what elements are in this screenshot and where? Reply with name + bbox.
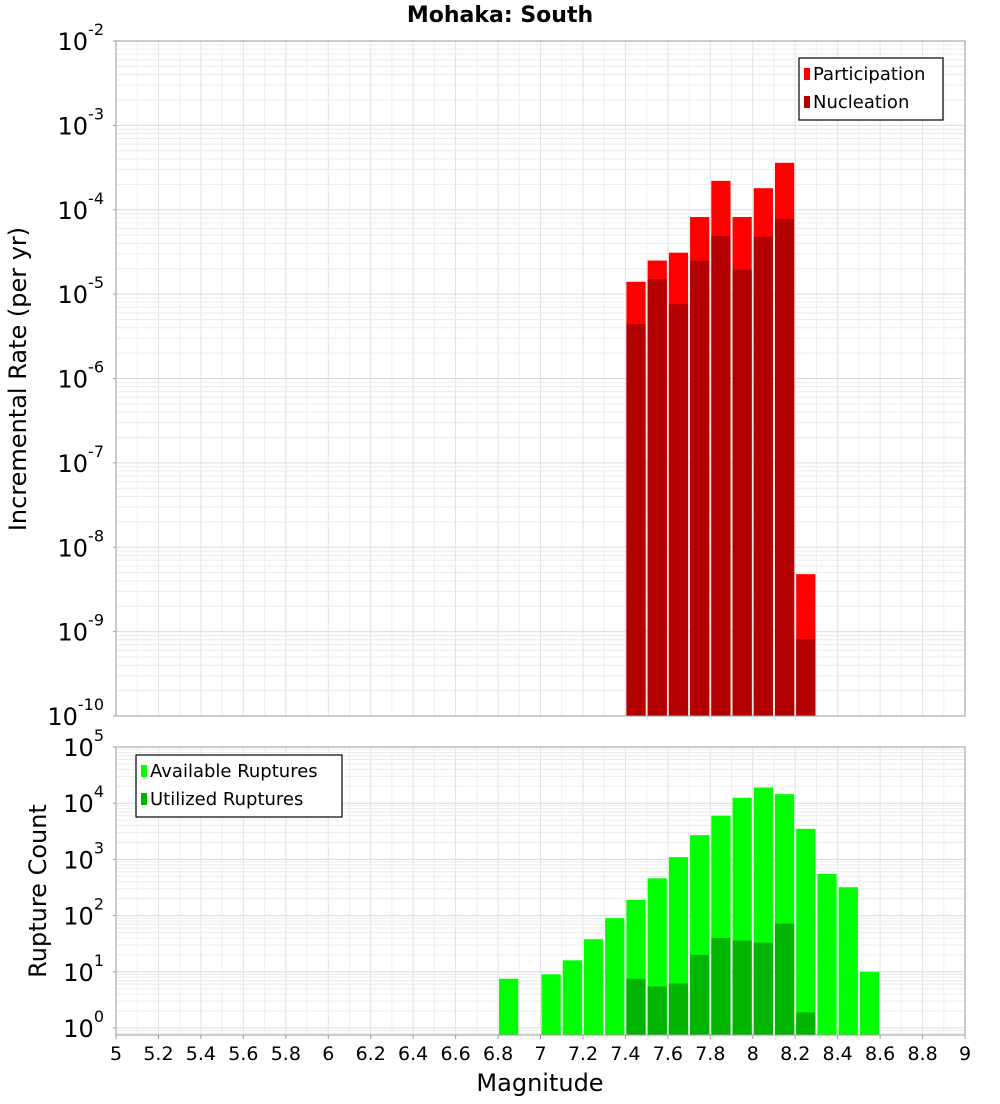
bottom-bar: [690, 954, 710, 1035]
bottom-y-tick-label: 104: [63, 782, 104, 818]
bottom-y-tick-label: 103: [63, 838, 104, 874]
x-tick-label: 5.6: [228, 1043, 258, 1065]
x-tick-label: 6: [322, 1043, 334, 1065]
top-bar: [668, 304, 689, 716]
x-tick-label: 6.4: [398, 1043, 428, 1065]
bottom-legend-swatch: [141, 765, 147, 777]
bottom-y-tick-label: 105: [63, 726, 104, 762]
x-tick-label: 5.8: [271, 1043, 301, 1065]
x-tick-label: 8.4: [823, 1043, 853, 1065]
bottom-bar: [796, 1012, 816, 1035]
bottom-legend-label: Utilized Ruptures: [150, 789, 303, 810]
top-y-axis-label: Incremental Rate (per yr): [4, 227, 32, 531]
x-tick-label: 5.2: [143, 1043, 173, 1065]
bottom-y-tick-label: 101: [63, 951, 104, 987]
bottom-y-tick-label: 100: [63, 1007, 104, 1043]
top-y-tick-label: 10-2: [58, 20, 105, 56]
top-y-tick-label: 10-3: [58, 104, 105, 140]
top-bar: [774, 218, 795, 716]
bottom-legend-label: Available Ruptures: [150, 761, 318, 782]
top-y-tick-label: 10-10: [47, 695, 104, 731]
top-y-tick-label: 10-8: [58, 526, 105, 562]
x-tick-label: 7.4: [610, 1043, 640, 1065]
bottom-y-axis-label: Rupture Count: [24, 804, 52, 978]
top-plot-panel: 10-10 10-9 10-8 10-7 10-6 10-5 10-4 10-3 10-2 Par…: [47, 20, 966, 731]
top-bar: [711, 235, 731, 716]
bottom-legend-box: [135, 754, 343, 818]
top-bar: [626, 324, 646, 716]
top-bar: [647, 279, 667, 716]
bottom-bar: [583, 939, 604, 1035]
top-y-tick-label: 10-7: [58, 442, 105, 478]
x-tick-label: 6.6: [440, 1043, 470, 1065]
bottom-bar: [753, 942, 773, 1035]
x-tick-label: 7.2: [568, 1043, 598, 1065]
top-y-tick-label: 10-5: [58, 273, 105, 309]
bottom-bar: [647, 986, 667, 1035]
bottom-series-1: [626, 923, 816, 1035]
bottom-bar: [626, 978, 646, 1035]
bottom-legend: Available Ruptures Utilized Ruptures: [135, 754, 343, 818]
bottom-bar: [562, 960, 582, 1035]
top-legend-swatch: [804, 68, 810, 80]
bottom-legend-swatch: [141, 793, 147, 805]
top-y-tick-label: 10-6: [58, 358, 105, 394]
bottom-bar: [605, 918, 625, 1035]
x-tick-label: 7: [534, 1043, 546, 1065]
bottom-bar: [774, 923, 795, 1035]
x-tick-label: 7.6: [653, 1043, 683, 1065]
top-bar: [732, 269, 752, 716]
bottom-bar: [541, 974, 561, 1035]
top-y-tick-label: 10-4: [58, 189, 105, 225]
bottom-bar: [732, 940, 752, 1035]
bottom-bar: [711, 937, 731, 1035]
top-legend-swatch: [804, 96, 810, 108]
bottom-y-tick-label: 102: [63, 895, 104, 931]
x-tick-label: 8: [747, 1043, 759, 1065]
bottom-bar: [796, 828, 816, 1035]
top-legend: Participation Nucleation: [798, 57, 944, 121]
x-tick-label: 8.2: [780, 1043, 810, 1065]
x-tick-label: 8.8: [907, 1043, 937, 1065]
x-axis-label: Magnitude: [476, 1069, 603, 1097]
top-bar: [796, 638, 816, 716]
x-tick-label: 6.2: [356, 1043, 386, 1065]
x-tick-label: 5.4: [186, 1043, 216, 1065]
x-tick-label: 8.6: [865, 1043, 895, 1065]
top-legend-label: Nucleation: [813, 92, 909, 113]
x-tick-label: 6.8: [483, 1043, 513, 1065]
bottom-plot-panel: 100 101 102 103 104 105 5 5.2 5.4 5.6 5.8 6 6.2 6.4 6.…: [63, 726, 971, 1065]
bottom-bar: [838, 887, 858, 1035]
top-legend-box: [798, 57, 944, 121]
bottom-bar: [499, 978, 519, 1035]
x-tick-label: 5: [110, 1043, 122, 1065]
top-bar: [690, 260, 710, 716]
chart-title: Mohaka: South: [407, 3, 593, 28]
top-bar: [753, 236, 773, 716]
top-grid: [115, 40, 966, 717]
bottom-bar: [817, 873, 837, 1035]
x-tick-label: 9: [959, 1043, 971, 1065]
top-legend-label: Participation: [813, 64, 925, 85]
bottom-bar: [668, 983, 689, 1035]
x-tick-label: 7.8: [695, 1043, 725, 1065]
top-y-tick-label: 10-9: [58, 611, 105, 647]
bottom-bar: [859, 971, 880, 1035]
top-series-1: [626, 218, 816, 716]
